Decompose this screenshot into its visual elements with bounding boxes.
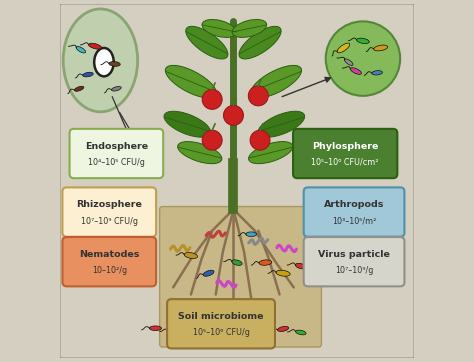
Circle shape [202, 89, 222, 109]
Ellipse shape [259, 260, 272, 265]
FancyBboxPatch shape [63, 237, 156, 286]
Ellipse shape [74, 86, 84, 91]
Ellipse shape [149, 326, 162, 331]
Text: 10⁵–10⁶ CFU/cm²: 10⁵–10⁶ CFU/cm² [311, 158, 379, 167]
Ellipse shape [374, 45, 388, 51]
FancyBboxPatch shape [167, 299, 275, 349]
Ellipse shape [164, 111, 210, 137]
Ellipse shape [165, 66, 217, 98]
FancyBboxPatch shape [304, 188, 404, 237]
Text: Phylosphere: Phylosphere [312, 142, 378, 151]
Ellipse shape [246, 232, 256, 236]
Text: Rhizosphere: Rhizosphere [76, 200, 142, 209]
Ellipse shape [372, 71, 383, 75]
Ellipse shape [203, 329, 214, 333]
Text: 10⁷–10⁹ CFU/g: 10⁷–10⁹ CFU/g [81, 216, 138, 226]
Ellipse shape [250, 66, 301, 98]
Text: 10⁴–10⁵ CFU/g: 10⁴–10⁵ CFU/g [88, 158, 145, 167]
Circle shape [202, 130, 222, 150]
Text: Nematodes: Nematodes [79, 250, 139, 259]
Ellipse shape [76, 46, 86, 53]
Text: Arthropods: Arthropods [324, 200, 384, 209]
Ellipse shape [278, 327, 289, 332]
Ellipse shape [83, 72, 93, 77]
FancyBboxPatch shape [63, 188, 156, 237]
Ellipse shape [168, 329, 178, 334]
Ellipse shape [260, 330, 271, 335]
Ellipse shape [178, 142, 222, 164]
Text: Endosphere: Endosphere [85, 142, 148, 151]
FancyBboxPatch shape [70, 129, 163, 178]
Ellipse shape [109, 62, 120, 66]
Ellipse shape [345, 59, 353, 66]
Circle shape [224, 105, 243, 125]
Circle shape [248, 86, 268, 106]
Circle shape [250, 130, 270, 150]
Ellipse shape [276, 270, 290, 276]
FancyBboxPatch shape [293, 129, 397, 178]
FancyBboxPatch shape [304, 237, 404, 286]
Ellipse shape [296, 330, 306, 335]
Ellipse shape [295, 263, 306, 269]
Ellipse shape [326, 21, 400, 96]
Text: 10³–10⁵/m²: 10³–10⁵/m² [332, 216, 376, 226]
Ellipse shape [186, 326, 196, 331]
Ellipse shape [94, 48, 114, 76]
Ellipse shape [356, 38, 369, 43]
Ellipse shape [111, 87, 121, 91]
Ellipse shape [232, 20, 267, 37]
Ellipse shape [239, 26, 281, 59]
Text: 10⁷–10⁹/g: 10⁷–10⁹/g [335, 266, 373, 275]
Ellipse shape [89, 43, 101, 49]
Ellipse shape [63, 9, 137, 112]
FancyBboxPatch shape [160, 207, 321, 347]
Ellipse shape [242, 327, 254, 331]
Ellipse shape [232, 260, 242, 265]
Ellipse shape [186, 26, 228, 59]
FancyBboxPatch shape [60, 4, 414, 358]
Ellipse shape [184, 252, 198, 258]
Ellipse shape [248, 142, 293, 164]
Text: Virus particle: Virus particle [318, 250, 390, 259]
Ellipse shape [258, 111, 305, 137]
Ellipse shape [203, 270, 214, 276]
Text: Soil microbiome: Soil microbiome [178, 312, 264, 321]
Text: 10–10²/g: 10–10²/g [92, 266, 127, 275]
Ellipse shape [202, 20, 237, 37]
Ellipse shape [337, 43, 350, 53]
Ellipse shape [350, 68, 361, 74]
Text: 10⁵–10⁶ CFU/g: 10⁵–10⁶ CFU/g [192, 328, 249, 337]
